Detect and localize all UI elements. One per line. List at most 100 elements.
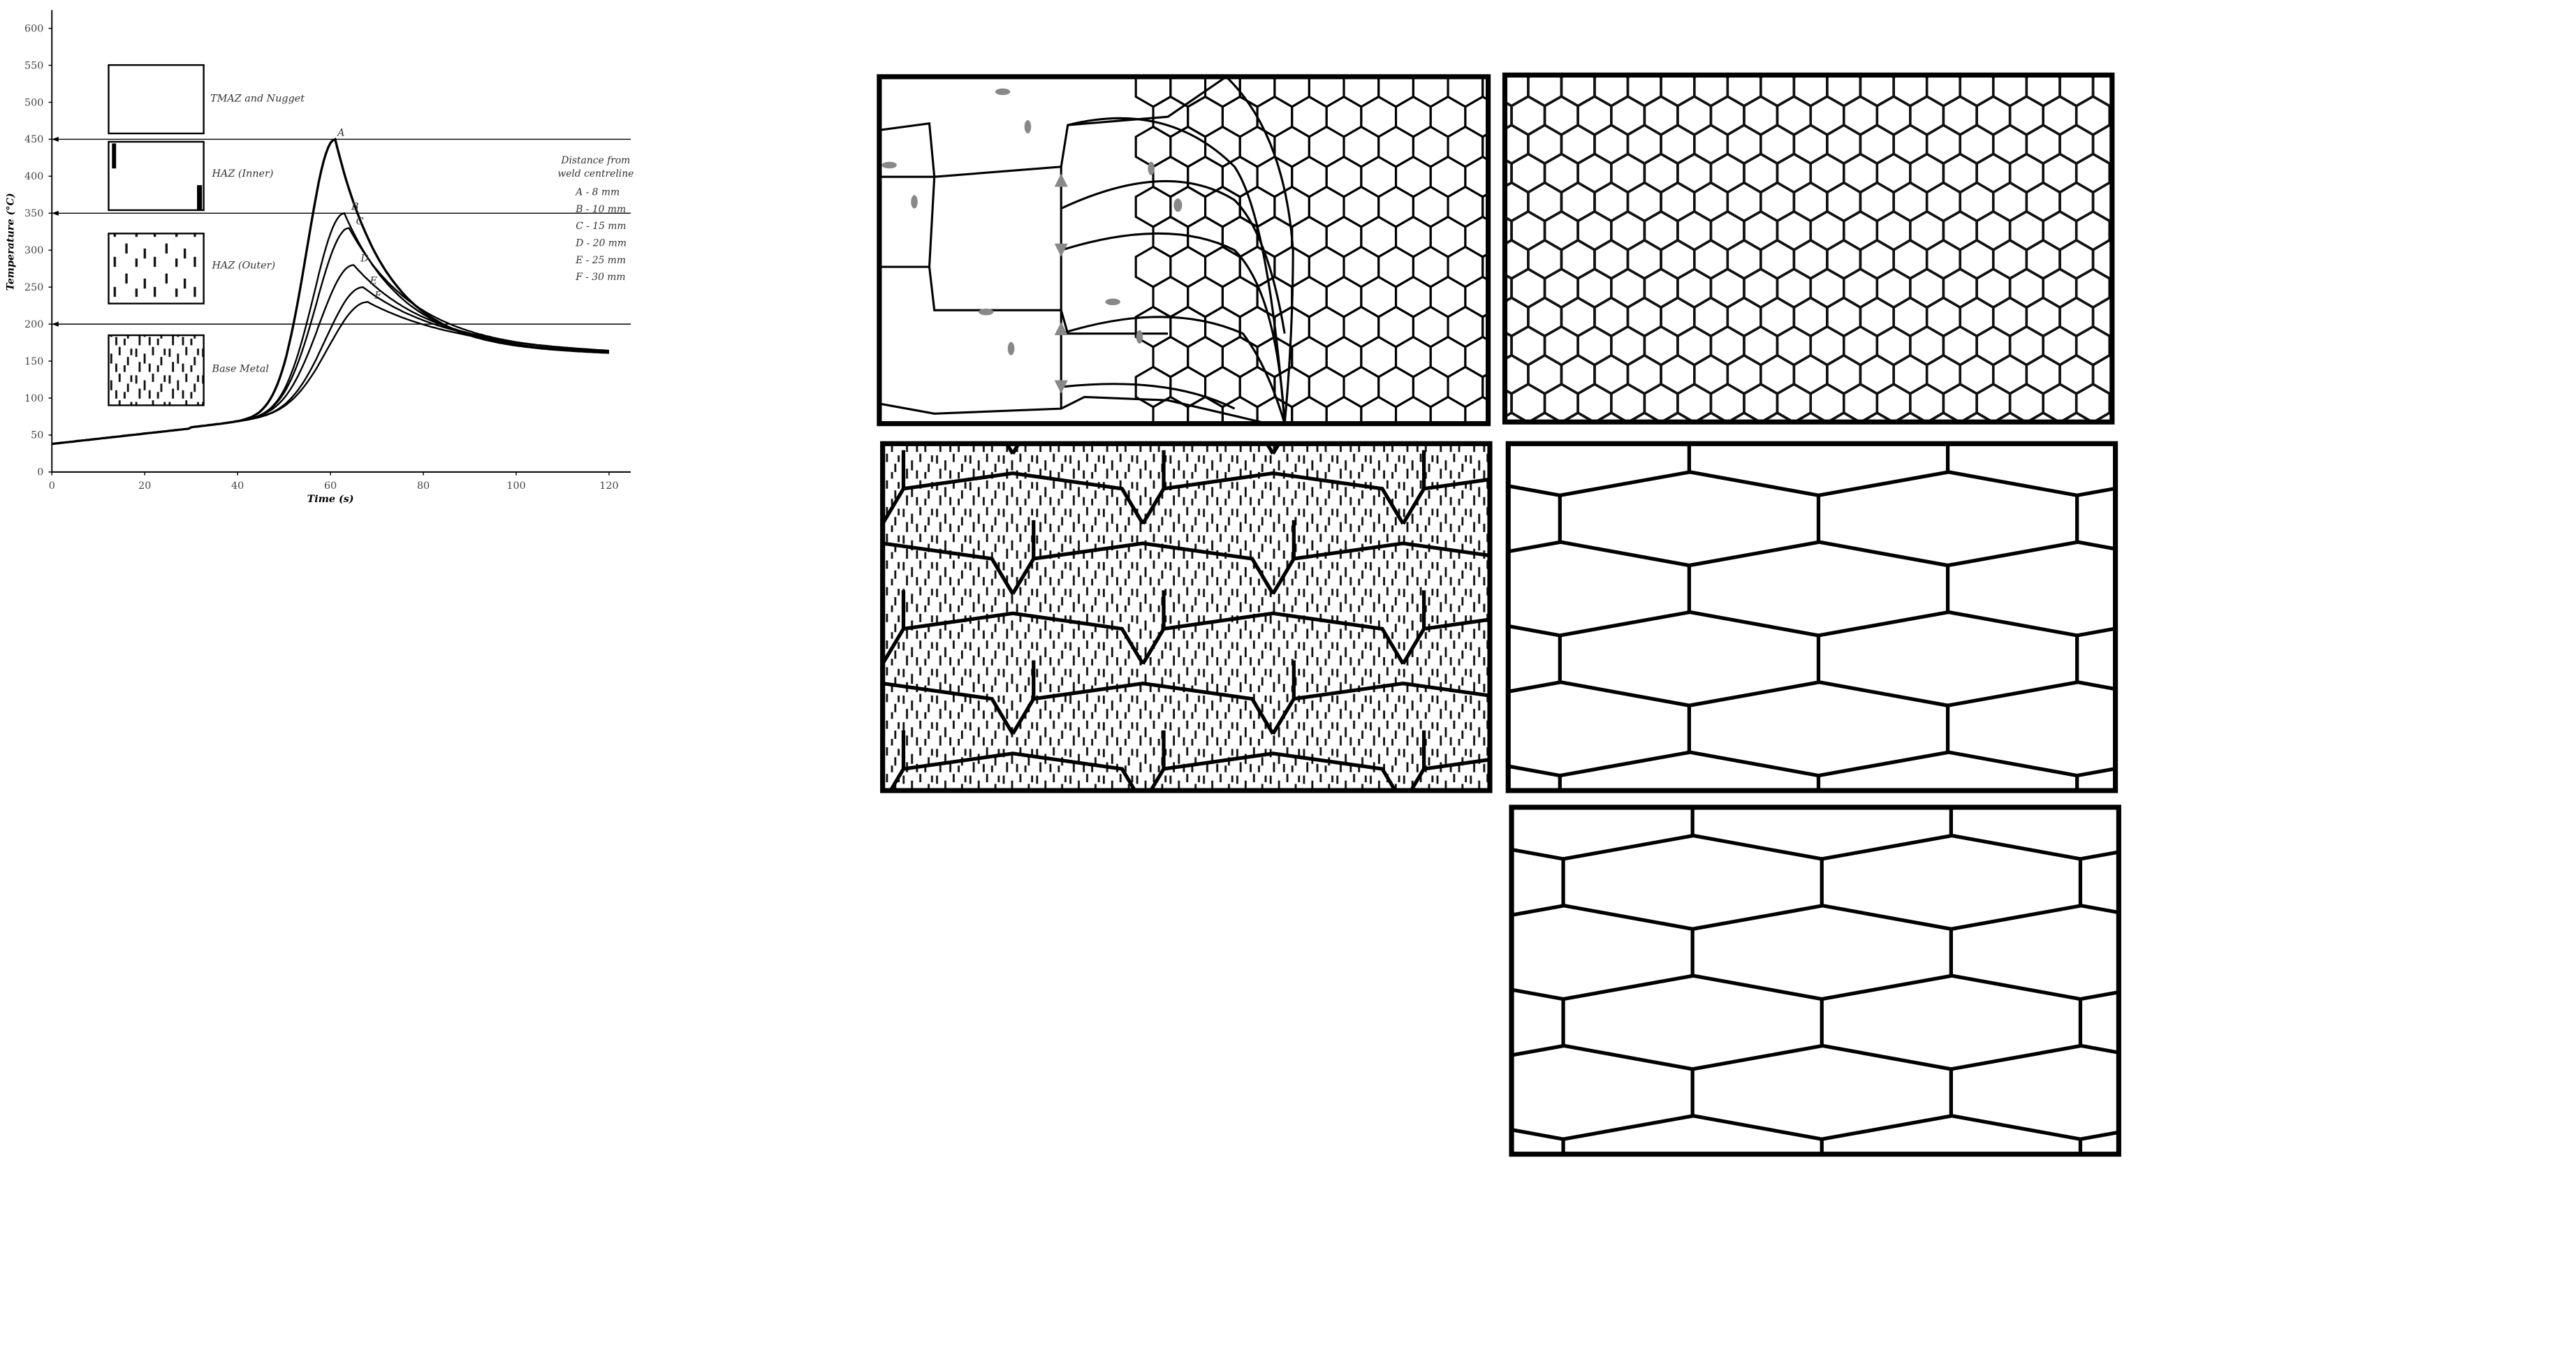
grain-boundary [2336, 752, 2576, 775]
grain-boundary [1821, 1114, 2081, 1141]
grain [1792, 411, 1829, 423]
series-peak-label: E [369, 275, 378, 286]
grain-boundary [2468, 1186, 2576, 1209]
grain [2020, 75, 2033, 79]
grain-boundary [1692, 765, 1951, 788]
y-tick-label: 50 [31, 430, 43, 441]
micrograph-tmaz-nugget [877, 74, 1491, 427]
micrograph-frame [1502, 72, 2115, 425]
grain-boundary [2339, 976, 2576, 999]
fine-equiaxed-grains [1505, 39, 2176, 451]
micrograph-base-metal [1509, 765, 2576, 1209]
grain-boundary [1692, 1186, 1951, 1209]
grain [1688, 75, 1701, 79]
grain-boundary [2210, 765, 2468, 788]
grain-boundary [622, 754, 883, 804]
haz-inner-mark-right [197, 185, 203, 210]
grain [1655, 75, 1667, 79]
legend-item: F - 30 mm [575, 272, 625, 283]
micrograph-frame [1505, 441, 2118, 793]
grain [1787, 75, 1801, 79]
grain-boundary [1148, 751, 1398, 791]
grain [1307, 76, 1312, 78]
coarse-grain-boundaries [622, 443, 2054, 944]
base-metal-grain-boundaries [1512, 765, 2576, 1209]
zone-box-base-metal [108, 334, 205, 406]
grain-boundary [2207, 822, 2465, 845]
grain-boundary [2465, 542, 2576, 565]
y-tick-label: 0 [37, 467, 43, 478]
grain-boundary [1011, 681, 1275, 735]
grain-boundary [1533, 823, 1794, 874]
grain-boundary [1692, 1043, 1952, 1071]
grain-boundary [1951, 765, 2209, 788]
legend-item: E - 25 mm [575, 255, 626, 266]
reference-arrow [52, 321, 59, 327]
grain-boundary [1818, 750, 2078, 778]
grain [2143, 212, 2176, 250]
grain [2143, 269, 2176, 307]
grain-boundary [1508, 484, 1560, 497]
legend-item: C - 15 mm [576, 221, 626, 232]
grain-boundary [1950, 904, 2119, 931]
grain-boundary [1818, 610, 2078, 638]
zone-box-tmaz [108, 64, 205, 135]
grain [1445, 76, 1451, 78]
grain-boundary [1692, 904, 1952, 931]
grain-boundary [2465, 402, 2576, 425]
grain [1527, 411, 1563, 423]
grain-boundary [1512, 1128, 1564, 1141]
legend-item: D - 20 mm [575, 238, 627, 249]
grain [1854, 75, 1867, 79]
grain-boundary [1563, 833, 1822, 861]
grain-boundary [882, 541, 1015, 595]
micrograph-frame [1509, 805, 2121, 1157]
series-peak-labels: A BC DEF [336, 128, 382, 302]
x-tick-label: 40 [231, 480, 244, 492]
y-tick-label: 500 [24, 97, 43, 108]
grain-boundary [1013, 823, 1273, 874]
y-tick-label: 450 [24, 134, 43, 145]
micrograph-frame [877, 74, 1491, 427]
zone-insets: TMAZ and Nugget HAZ (Inner) HAZ (Outer) … [108, 64, 305, 406]
grain [1291, 395, 1328, 424]
grain-boundary [888, 751, 1137, 791]
y-ticks: 0 50 100 150 200 250 300 350 400 450 500 550 600 [24, 23, 52, 478]
grain-boundary [2210, 1045, 2468, 1068]
grain-boundary [1508, 624, 1560, 638]
y-axis-label: Temperature (°C) [5, 193, 16, 291]
grain-boundary [882, 660, 884, 664]
grain-boundary [1143, 894, 1403, 944]
grain [1986, 75, 2000, 79]
grain [2126, 413, 2160, 451]
grain [2143, 154, 2176, 192]
grain [1429, 395, 1467, 424]
grain-boundary [1794, 684, 2054, 734]
grain [1187, 395, 1224, 424]
grain [1168, 76, 1173, 78]
grain [1464, 395, 1488, 424]
grain-boundary [2210, 906, 2468, 929]
grain-boundary [2465, 682, 2576, 705]
x-ticks: 0 20 40 60 80 100 120 [49, 471, 619, 492]
grain [1726, 411, 1762, 423]
grain [2109, 39, 2143, 78]
grain [1256, 395, 1294, 424]
grain [1341, 76, 1347, 78]
grain-boundary [1821, 974, 2081, 1001]
grain [2126, 298, 2160, 336]
grain [1480, 76, 1485, 78]
legend-title-line-2: weld centreline [557, 168, 634, 179]
grain-boundary [882, 611, 1145, 665]
x-tick-label: 20 [138, 480, 151, 492]
nugget-fine-grains [1134, 76, 1488, 424]
legend: Distance from weld centreline A - 8 mm B … [557, 155, 634, 283]
y-tick-label: 350 [24, 208, 43, 219]
legend-items: A - 8 mm B - 10 mm C - 15 mm D - 20 mm E - 2… [574, 186, 627, 283]
grain-boundary [1663, 473, 1924, 524]
legend-item: A - 8 mm [574, 186, 620, 198]
grain [1238, 76, 1243, 78]
grain [1360, 395, 1398, 424]
micrograph-fine-equiaxed [1502, 39, 2176, 451]
coarse-grain-boundaries [1508, 402, 2576, 845]
